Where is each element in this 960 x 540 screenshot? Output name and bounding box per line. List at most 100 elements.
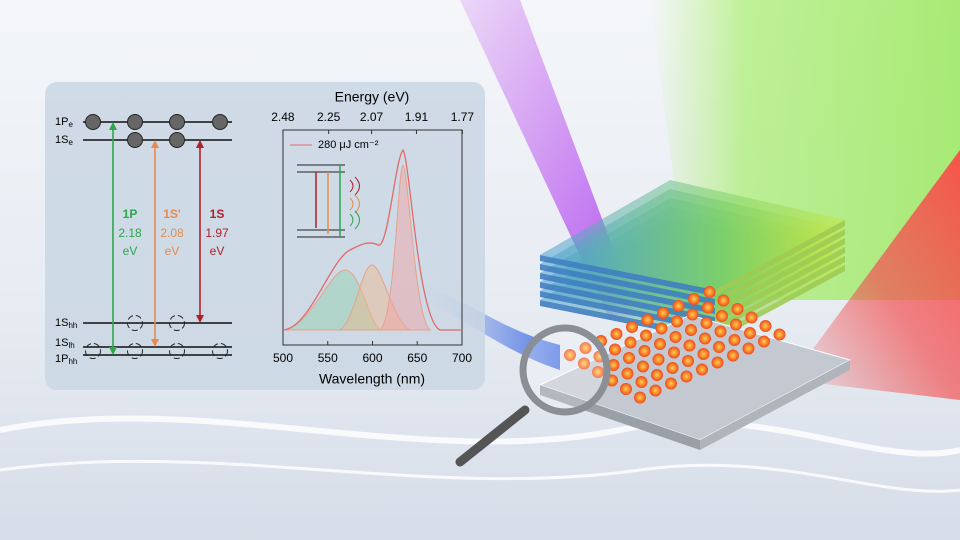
film-layer: [540, 180, 845, 290]
legend-label: 280 μJ cm⁻²: [318, 139, 379, 151]
dot: [621, 367, 634, 380]
handle: [455, 405, 530, 467]
level-main: 1P: [55, 353, 68, 365]
film-layer: [540, 282, 715, 323]
dot: [730, 318, 742, 331]
level-label: 1Pe: [55, 116, 73, 129]
dot: [759, 320, 772, 332]
dot: [579, 342, 592, 354]
dot: [666, 362, 679, 374]
film-layer: [540, 273, 715, 314]
electron: [127, 132, 143, 148]
dot-array: [538, 286, 852, 450]
level-label: 1Se: [55, 134, 73, 147]
level-sub: e: [68, 138, 73, 147]
top-tick-label: 2.25: [317, 110, 341, 124]
dot: [773, 328, 786, 341]
dot: [649, 384, 662, 397]
electron: [127, 114, 143, 130]
top-tick-label: 1.91: [405, 110, 429, 124]
dot: [623, 352, 635, 364]
arrow-head: [151, 339, 159, 347]
dot: [640, 329, 652, 342]
dot: [682, 355, 694, 367]
level-label: 1Phh: [55, 353, 77, 366]
level-main: 1P: [55, 116, 68, 128]
transition-name: 1S: [210, 207, 225, 221]
transition-unit: eV: [165, 244, 180, 258]
dot: [655, 322, 668, 335]
dot: [620, 383, 632, 395]
dot: [638, 345, 651, 357]
dot: [727, 349, 739, 362]
dot: [758, 335, 770, 348]
x-axis-title: Wavelength (nm): [319, 371, 425, 387]
level-main: 1S: [55, 317, 68, 329]
hole: [85, 343, 101, 359]
top-tick-label: 2.07: [360, 110, 384, 124]
spectrum-curve: [282, 148, 462, 331]
top-tick-label: 1.77: [451, 110, 475, 124]
dot: [699, 332, 711, 345]
dot: [672, 300, 685, 312]
level-sub: hh: [68, 357, 77, 366]
dot: [745, 311, 758, 324]
dot: [635, 376, 648, 388]
hole: [169, 315, 185, 331]
transition-unit: eV: [210, 244, 225, 258]
dot: [564, 349, 576, 361]
dot: [702, 301, 714, 314]
transition-name: 1S': [163, 207, 181, 221]
hole: [127, 315, 143, 331]
x-tick-label: 650: [407, 351, 427, 365]
dot: [610, 328, 623, 340]
dot: [637, 360, 649, 373]
magnifier: [455, 324, 611, 467]
dot: [700, 317, 713, 329]
dot: [669, 331, 682, 343]
dot: [652, 353, 665, 366]
dot: [654, 338, 666, 350]
transition-unit: eV: [123, 244, 138, 258]
plate-edge: [700, 360, 850, 450]
dot: [607, 359, 620, 371]
x-tick-label: 600: [362, 351, 382, 365]
inset-diagram: [297, 164, 360, 238]
level-main: 1S: [55, 134, 68, 146]
dot: [696, 363, 708, 376]
dot: [731, 303, 744, 315]
dot: [717, 294, 730, 307]
level-sub: e: [68, 120, 73, 129]
transition-energy: 2.08: [160, 226, 184, 240]
film-layer: [715, 247, 845, 323]
film-layer: [540, 255, 715, 296]
film-layer: [715, 256, 845, 332]
arrow-head: [151, 140, 159, 148]
level-sub: hh: [68, 321, 77, 330]
energy-diagram: 1Pe1Se1Shh1Slh1Phh1P2.18eV1S'2.08eV1S1.9…: [55, 114, 232, 366]
arrow-head: [196, 140, 204, 148]
dot: [683, 339, 696, 352]
lens: [519, 324, 611, 416]
dot: [651, 369, 663, 381]
film-layer: [715, 220, 845, 296]
transition-energy: 1.97: [205, 226, 229, 240]
dot: [703, 286, 716, 298]
dot: [657, 307, 669, 319]
transition-energy: 2.18: [118, 226, 142, 240]
top-axis-title: Energy (eV): [335, 89, 410, 105]
x-tick-label: 500: [273, 351, 293, 365]
dot: [713, 341, 725, 353]
film-layer: [715, 238, 845, 314]
dot: [671, 315, 683, 328]
fit-component: [378, 164, 432, 331]
film-layer: [540, 264, 715, 305]
red-light: [790, 150, 960, 400]
dot: [609, 343, 621, 356]
electron: [169, 132, 185, 148]
dot: [634, 391, 646, 404]
electron: [212, 114, 228, 130]
decor-wave: [0, 415, 960, 457]
top-tick-label: 2.48: [271, 110, 295, 124]
